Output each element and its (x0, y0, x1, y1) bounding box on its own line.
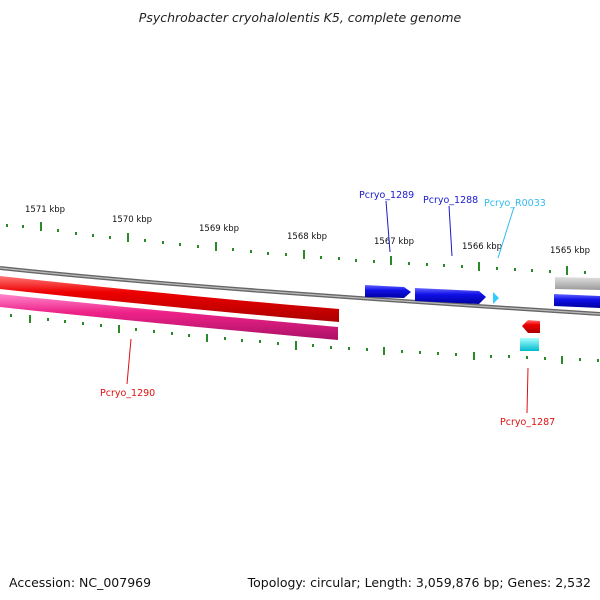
label-pcryo-1289[interactable]: Pcryo_1289 (359, 190, 414, 201)
scale-label-1566: 1566 kbp (462, 242, 502, 252)
scale-labels: 1571 kbp 1570 kbp 1569 kbp 1568 kbp 1567… (25, 205, 590, 256)
label-pcryo-1288[interactable]: Pcryo_1288 (423, 195, 478, 206)
label-pcryo-1287[interactable]: Pcryo_1287 (500, 417, 555, 428)
genome-summary-text: Topology: circular; Length: 3,059,876 bp… (247, 575, 591, 590)
scale-label-1568: 1568 kbp (287, 232, 327, 242)
genome-title: Psychrobacter cryohalolentis K5, complet… (138, 10, 462, 25)
upper-tick-track (6, 222, 586, 275)
scale-label-1565: 1565 kbp (550, 246, 590, 256)
cds-pcryo-1290[interactable] (0, 294, 338, 340)
scale-label-1570: 1570 kbp (112, 215, 152, 225)
gene-blue-right[interactable] (554, 294, 600, 308)
gene-pcryo-r0033[interactable] (493, 292, 499, 304)
gene-pcryo-1290[interactable] (0, 276, 339, 322)
label-pcryo-r0033[interactable]: Pcryo_R0033 (484, 198, 546, 209)
scale-label-1567: 1567 kbp (374, 237, 414, 247)
scale-label-1569: 1569 kbp (199, 224, 239, 234)
gene-pcryo-1288[interactable] (415, 288, 486, 304)
gene-grey-right[interactable] (555, 277, 600, 290)
gene-pcryo-1287[interactable] (522, 320, 540, 333)
lower-tick-track (10, 314, 599, 364)
scale-label-1571: 1571 kbp (25, 205, 65, 215)
accession-text: Accession: NC_007969 (9, 575, 152, 590)
cds-pcryo-1287[interactable] (520, 338, 539, 351)
label-pcryo-1290[interactable]: Pcryo_1290 (100, 388, 155, 399)
gene-pcryo-1289[interactable] (365, 285, 411, 298)
